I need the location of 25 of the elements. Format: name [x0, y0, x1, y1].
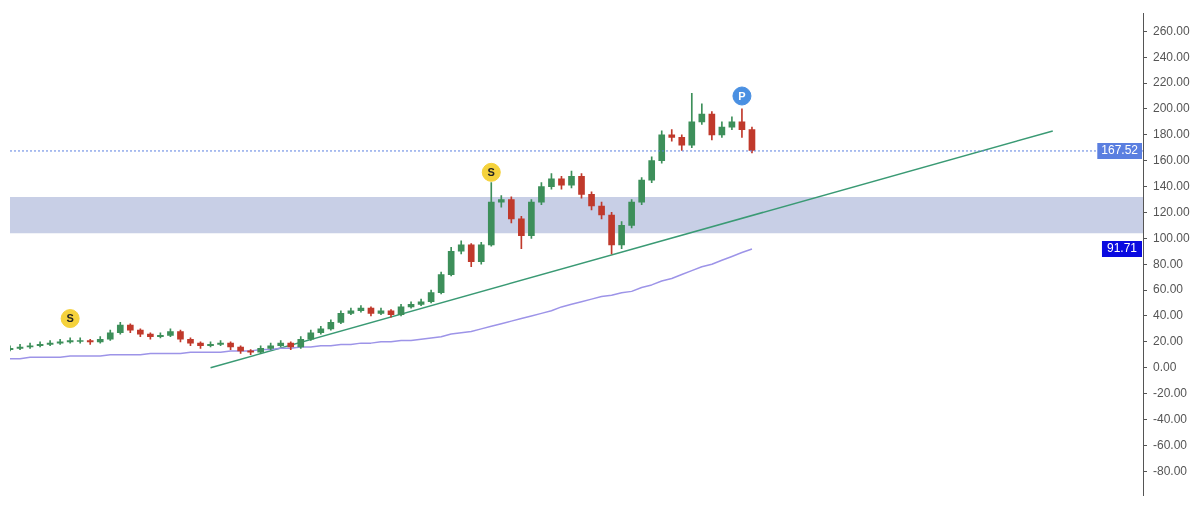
y-tick-label: 220.00 [1153, 75, 1191, 90]
y-tick-label: 20.00 [1153, 334, 1184, 349]
data-label: P [738, 89, 746, 102]
y-tick-label: -40.00 [1153, 411, 1188, 426]
y-tick-label: 140.00 [1153, 178, 1191, 193]
y-tick-label: 40.00 [1153, 308, 1184, 323]
y-tick-label: -60.00 [1153, 437, 1188, 452]
y-tick-label: 260.00 [1153, 23, 1191, 38]
y-tick-label: 0.00 [1153, 360, 1177, 375]
y-tick-label: 160.00 [1153, 153, 1191, 168]
y-tick-label: 60.00 [1153, 282, 1184, 297]
y-tick-label: 100.00 [1153, 230, 1191, 245]
y-tick-label: 200.00 [1153, 101, 1191, 116]
data-label: S [487, 165, 495, 178]
annotation: 91.71 [1106, 241, 1138, 256]
y-tick-label: 120.00 [1153, 204, 1191, 219]
y-tick-label: 80.00 [1153, 256, 1184, 271]
data-label: S [66, 312, 74, 325]
y-tick-label: -20.00 [1153, 385, 1188, 400]
ref-line-label: 167.52 [1101, 143, 1139, 158]
y-tick-label: 180.00 [1153, 127, 1191, 142]
candlestick [497, 195, 505, 208]
y-tick-label: -80.00 [1153, 463, 1188, 478]
candlestick [668, 129, 676, 142]
y-tick-label: 240.00 [1153, 49, 1191, 64]
